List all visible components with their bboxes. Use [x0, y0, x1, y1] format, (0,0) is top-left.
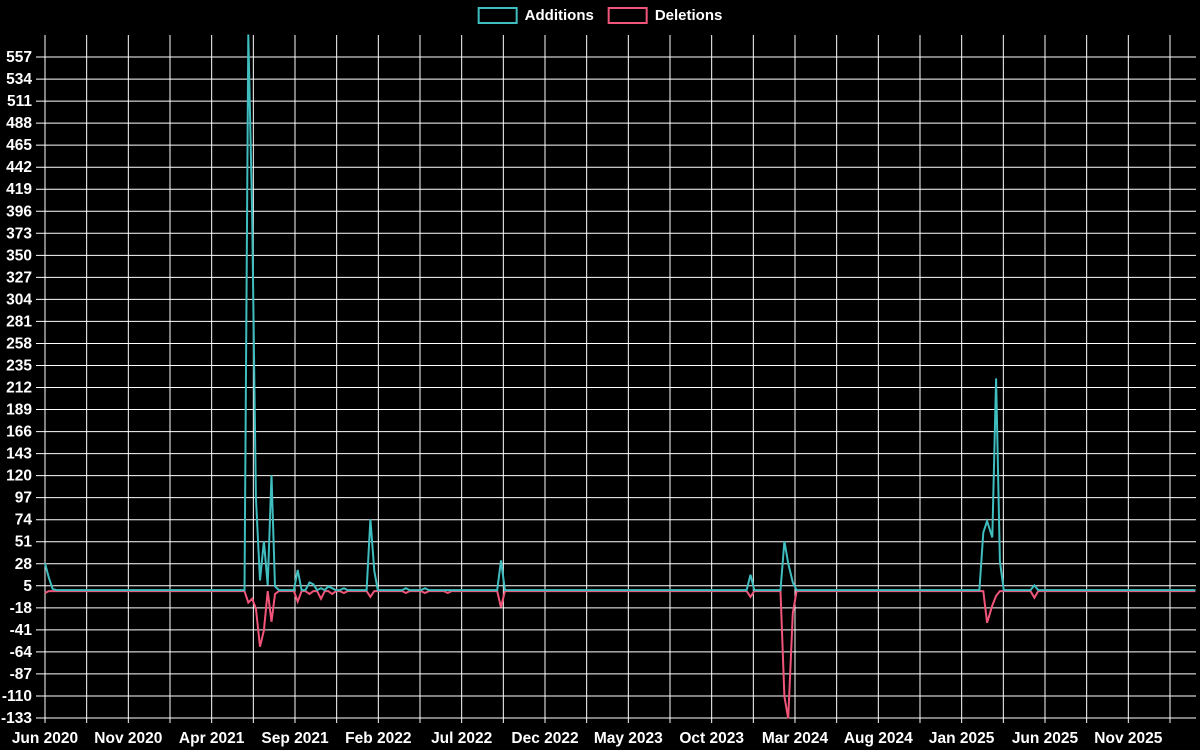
- y-tick-label: 534: [6, 71, 32, 88]
- y-tick-label: 488: [6, 115, 32, 132]
- y-tick-label: 465: [6, 137, 32, 154]
- legend-item-deletions[interactable]: Deletions: [607, 7, 723, 24]
- x-tick-label: Oct 2023: [679, 730, 744, 747]
- y-tick-label: -133: [1, 710, 32, 727]
- x-tick-label: Jun 2020: [12, 730, 78, 747]
- y-tick-label: 120: [6, 468, 32, 485]
- additions-line: [44, 34, 1196, 592]
- y-axis: 5575345114884654424193963733503273042812…: [1, 49, 1196, 727]
- legend-label-additions: Additions: [524, 7, 594, 24]
- x-tick-label: Feb 2022: [345, 730, 411, 747]
- y-tick-label: -64: [10, 644, 33, 661]
- x-tick-label: Sep 2021: [261, 730, 329, 747]
- y-tick-label: 5: [23, 578, 32, 595]
- y-tick-label: 166: [6, 424, 32, 441]
- y-tick-label: -110: [2, 688, 32, 705]
- y-tick-label: 350: [6, 247, 32, 264]
- additions-swatch-icon: [477, 7, 518, 24]
- x-axis: Jun 2020 Nov 2020 Apr 2021 Sep 2021 Feb 2022…: [12, 35, 1171, 747]
- y-tick-label: 212: [6, 380, 32, 397]
- x-tick-label: Apr 2021: [179, 730, 245, 747]
- deletions-swatch-icon: [607, 7, 648, 24]
- y-tick-label: 258: [6, 335, 32, 352]
- x-tick-label: Mar 2024: [762, 730, 829, 747]
- x-tick-label: Jan 2025: [929, 730, 995, 747]
- y-tick-label: 189: [6, 402, 32, 419]
- y-tick-label: 97: [15, 490, 32, 507]
- y-tick-label: 281: [6, 313, 32, 330]
- y-tick-label: -87: [10, 666, 32, 683]
- x-tick-label: Aug 2024: [844, 730, 913, 747]
- y-tick-label: 304: [6, 291, 32, 308]
- y-tick-label: 373: [6, 225, 32, 242]
- y-tick-label: 74: [15, 512, 33, 529]
- y-tick-label: -41: [10, 622, 33, 639]
- y-tick-label: 235: [6, 357, 32, 374]
- y-tick-label: 511: [7, 93, 32, 110]
- x-tick-label: Jun 2025: [1012, 730, 1079, 747]
- legend-item-additions[interactable]: Additions: [477, 7, 594, 24]
- y-tick-label: -18: [10, 600, 33, 617]
- y-tick-label: 419: [6, 181, 32, 198]
- x-tick-label: Nov 2025: [1094, 730, 1162, 747]
- chart-legend: Additions Deletions: [477, 7, 723, 24]
- y-tick-label: 28: [15, 556, 33, 573]
- y-tick-label: 327: [6, 269, 32, 286]
- y-tick-label: 396: [6, 203, 32, 220]
- legend-label-deletions: Deletions: [654, 7, 723, 24]
- x-tick-label: May 2023: [594, 730, 663, 747]
- x-tick-label: Nov 2020: [94, 730, 162, 747]
- y-tick-label: 557: [6, 49, 32, 66]
- y-tick-label: 51: [15, 534, 33, 551]
- deletions-line: [44, 590, 1196, 719]
- y-tick-label: 442: [6, 159, 32, 176]
- y-tick-label: 143: [6, 446, 32, 463]
- x-tick-label: Jul 2022: [431, 730, 492, 747]
- x-tick-label: Dec 2022: [511, 730, 578, 747]
